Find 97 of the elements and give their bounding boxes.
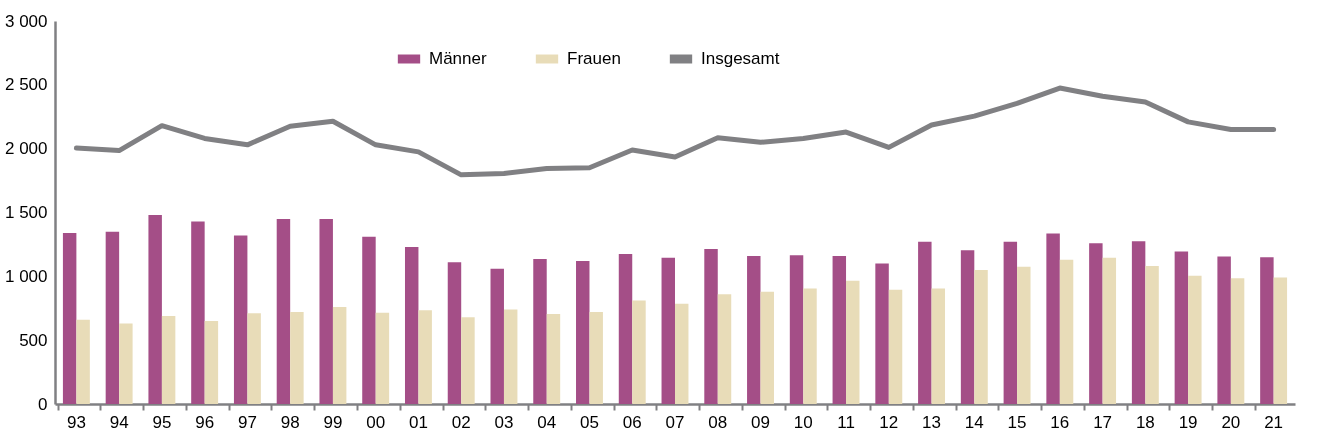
x-tick-label: 17 <box>1093 412 1113 432</box>
bar <box>375 312 390 404</box>
bar <box>1188 275 1202 404</box>
y-tick-label: 0 <box>38 394 48 414</box>
bar <box>832 255 847 404</box>
x-tick-label: 18 <box>1135 412 1155 432</box>
x-tick-label: 02 <box>451 412 471 432</box>
bar <box>490 268 504 404</box>
x-tick-label: 08 <box>708 412 728 432</box>
x-tick-label: 12 <box>879 412 899 432</box>
bar <box>760 291 774 404</box>
x-tick-label: 03 <box>494 412 514 432</box>
x-tick-label: 01 <box>408 412 428 432</box>
x-tick-label: 98 <box>280 412 300 432</box>
bar <box>503 309 518 404</box>
bar <box>1273 277 1288 404</box>
bar <box>618 253 633 404</box>
y-tick-label: 1 500 <box>4 203 48 222</box>
bar <box>62 232 77 404</box>
legend-label: Männer <box>429 49 487 68</box>
bar <box>332 306 347 404</box>
bar <box>632 300 646 404</box>
bar <box>1260 257 1274 404</box>
x-tick-label: 09 <box>751 412 770 432</box>
bar <box>1017 266 1031 404</box>
bar <box>747 255 761 404</box>
bar <box>404 246 419 404</box>
bar <box>846 280 860 404</box>
x-tick-label: 99 <box>323 412 343 432</box>
bar <box>447 262 462 404</box>
x-tick-label: 94 <box>109 412 129 432</box>
legend-label: Frauen <box>567 49 621 68</box>
bar <box>704 248 718 404</box>
x-tick-label: 10 <box>793 412 813 432</box>
bar <box>276 218 291 404</box>
bar <box>1059 259 1074 404</box>
x-tick-label: 16 <box>1050 412 1070 432</box>
bar <box>1003 241 1018 404</box>
x-tick-label: 04 <box>537 412 557 432</box>
y-tick-label: 3 000 <box>4 11 48 31</box>
bar <box>960 250 975 404</box>
bar <box>1230 278 1245 404</box>
bar <box>661 257 675 404</box>
bar <box>247 313 261 404</box>
bar <box>362 236 376 404</box>
bar <box>461 317 475 404</box>
x-tick-label: 05 <box>580 412 599 432</box>
x-tick-label: 11 <box>837 412 855 432</box>
x-tick-label: 07 <box>665 412 685 432</box>
bar <box>1102 257 1117 404</box>
legend-label: Insgesamt <box>701 49 780 68</box>
y-tick-label: 2 500 <box>4 75 48 95</box>
bar <box>1089 243 1103 404</box>
y-tick-label: 2 000 <box>4 139 48 159</box>
bar <box>119 323 133 404</box>
bar <box>789 255 804 404</box>
bar <box>148 215 162 404</box>
bar <box>290 312 304 404</box>
x-tick-label: 20 <box>1221 412 1241 432</box>
bar <box>1174 251 1189 404</box>
bar <box>161 315 176 404</box>
bar <box>1217 256 1231 404</box>
bar <box>589 312 603 404</box>
bar <box>418 310 432 404</box>
bar <box>803 288 817 404</box>
bar <box>1145 266 1159 404</box>
x-tick-label: 96 <box>195 412 215 432</box>
bar <box>204 321 219 404</box>
bar <box>576 261 590 404</box>
x-tick-label: 06 <box>622 412 642 432</box>
bar <box>533 259 547 404</box>
x-tick-label: 95 <box>152 412 172 432</box>
x-tick-label: 14 <box>964 412 984 432</box>
bar <box>191 221 205 404</box>
bar <box>717 294 732 404</box>
y-tick-label: 1 000 <box>4 266 48 286</box>
x-tick-label: 13 <box>922 412 942 432</box>
bar <box>974 269 988 404</box>
bar <box>233 235 248 404</box>
x-tick-label: 93 <box>66 412 86 432</box>
bar <box>105 231 120 404</box>
bar <box>76 319 90 404</box>
bar <box>675 303 689 404</box>
bar <box>888 289 903 404</box>
x-tick-label: 00 <box>366 412 386 432</box>
x-tick-label: 97 <box>237 412 257 432</box>
bar <box>875 263 889 404</box>
y-tick-label: 500 <box>19 330 48 350</box>
bar <box>1046 233 1060 404</box>
bar <box>918 241 932 404</box>
bar <box>546 314 561 404</box>
x-tick-label: 19 <box>1178 412 1198 432</box>
x-tick-label: 15 <box>1007 412 1027 432</box>
x-tick-label: 21 <box>1264 412 1284 432</box>
bar <box>319 218 333 404</box>
bar <box>931 288 946 404</box>
bar <box>1131 241 1146 404</box>
